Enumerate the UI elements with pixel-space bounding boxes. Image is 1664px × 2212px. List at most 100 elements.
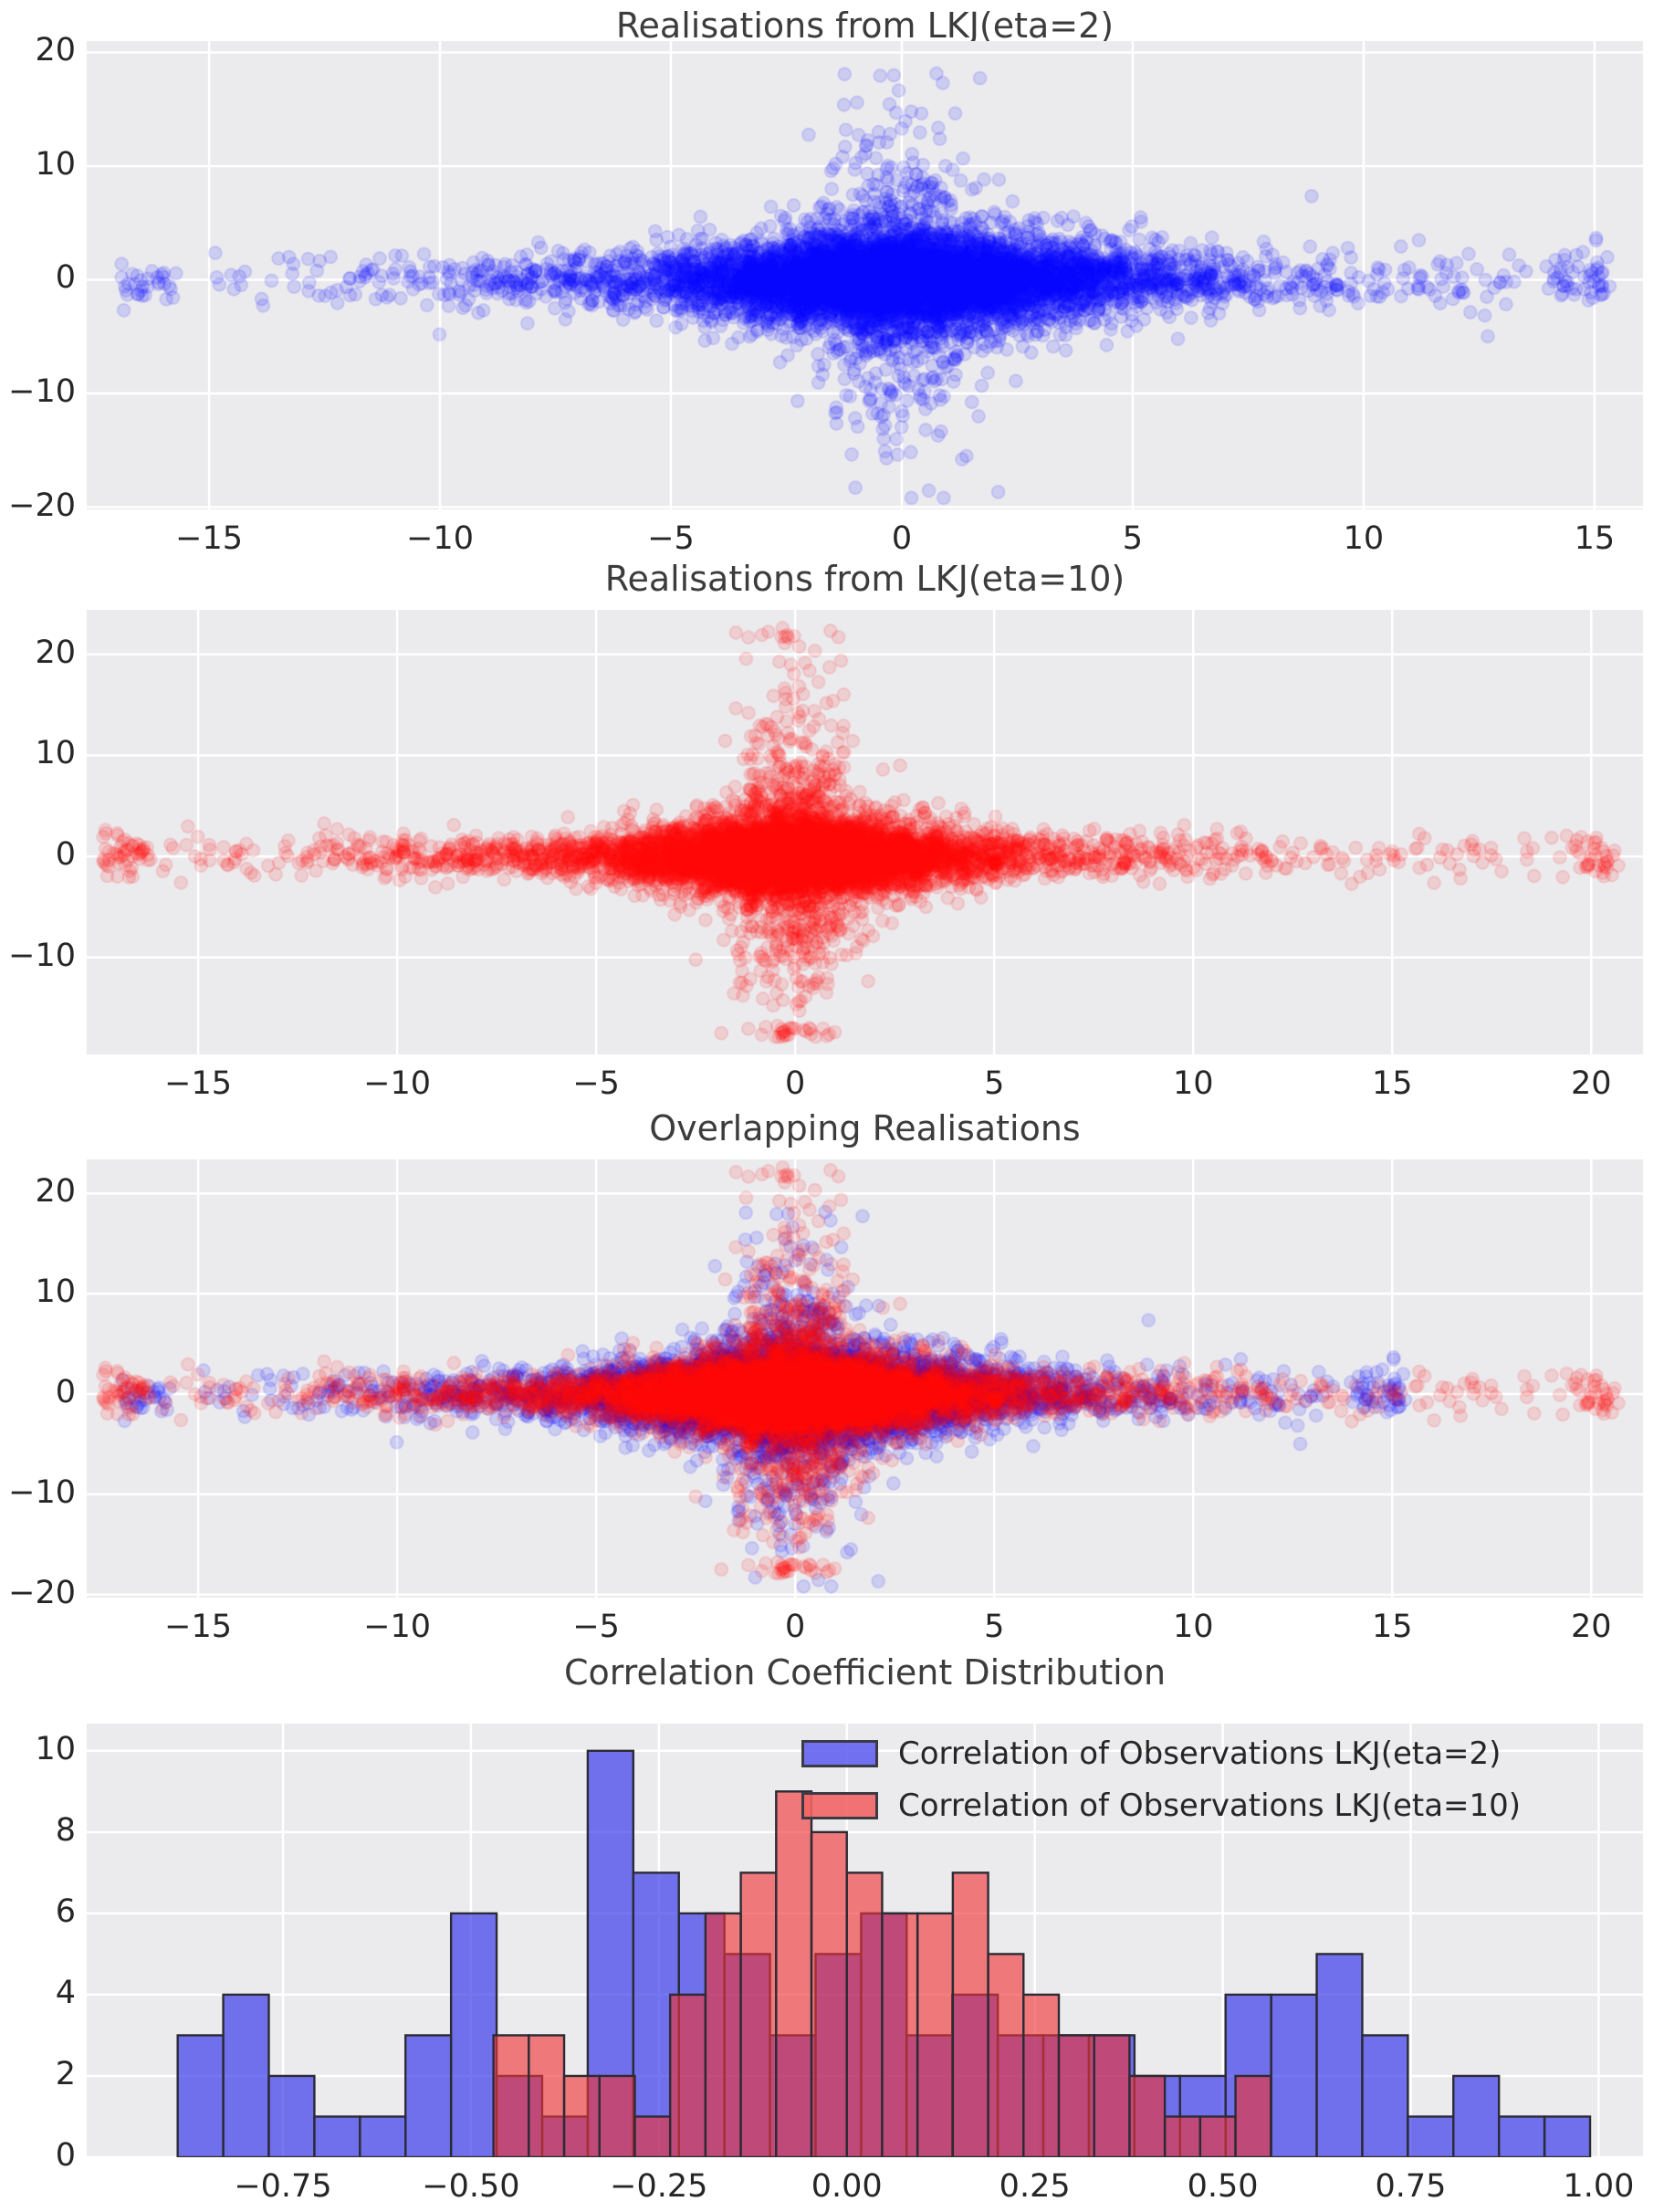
legend-label-eta2: Correlation of Observations LKJ(eta=2) <box>898 1735 1502 1772</box>
hist-bar-series1 <box>1407 2115 1455 2157</box>
legend: Correlation of Observations LKJ(eta=2) C… <box>801 1734 1521 1838</box>
hist-bar-series1 <box>404 2034 453 2157</box>
hist-bar-series2 <box>598 2074 636 2157</box>
y-tick-label: 8 <box>55 1811 76 1849</box>
hist-bar-series2 <box>916 1912 955 2157</box>
hist-bar-series2 <box>810 1830 848 2157</box>
x-tick-label: 0 <box>891 520 913 557</box>
x-tick-label: −15 <box>164 1609 233 1645</box>
x-tick-label: −0.75 <box>234 2168 332 2205</box>
x-tick-label: −10 <box>363 1065 432 1102</box>
scatter-canvas-3 <box>87 1159 1643 1598</box>
y-tick-label: 0 <box>55 259 76 297</box>
x-tick-label: 0.50 <box>1187 2168 1259 2205</box>
hist-bar-series2 <box>775 1790 813 2157</box>
x-tick-label: 10 <box>1172 1065 1214 1102</box>
y-tick-label: 0 <box>55 2137 76 2174</box>
y-tick-label: 20 <box>35 32 76 69</box>
x-tick-label: 10 <box>1343 520 1385 557</box>
y-tick-label: 10 <box>35 1274 76 1311</box>
hist-bar-series2 <box>951 1871 989 2157</box>
y-tick-label: 20 <box>35 1173 76 1211</box>
hist-bar-series2 <box>739 1871 778 2157</box>
y-tick-label: −10 <box>8 937 76 974</box>
hist-bar-series2 <box>704 1912 742 2157</box>
x-tick-label: 15 <box>1372 1065 1413 1102</box>
x-tick-label: −10 <box>406 520 474 557</box>
legend-swatch-eta10 <box>801 1792 878 1819</box>
hist-bar-series1 <box>267 2074 316 2157</box>
y-tick-label: −20 <box>8 1574 76 1611</box>
hist-bar-series1 <box>1315 1953 1364 2157</box>
x-tick-label: 5 <box>984 1609 1005 1645</box>
y-tick-label: 0 <box>55 1374 76 1411</box>
hist-bar-series2 <box>668 1993 707 2157</box>
hist-bar-series1 <box>449 1912 498 2157</box>
subplot3-title: Overlapping Realisations <box>649 1108 1081 1148</box>
hist-bar-series1 <box>1270 1993 1318 2157</box>
x-tick-label: 1.00 <box>1563 2168 1635 2205</box>
x-tick-label: −5 <box>572 1065 620 1102</box>
x-tick-label: 20 <box>1571 1609 1612 1645</box>
hist-bar-series2 <box>1057 2034 1095 2157</box>
hist-bar-series2 <box>633 2115 672 2157</box>
plot-area-3 <box>87 1159 1643 1598</box>
x-tick-label: −5 <box>647 520 695 557</box>
hist-bar-series1 <box>176 2034 225 2157</box>
x-tick-label: 0.00 <box>811 2168 883 2205</box>
legend-label-eta10: Correlation of Observations LKJ(eta=10) <box>898 1787 1522 1824</box>
legend-row-eta10: Correlation of Observations LKJ(eta=10) <box>801 1786 1521 1826</box>
hist-bar-series2 <box>492 2034 530 2157</box>
hist-bar-series1 <box>1361 2034 1409 2157</box>
x-tick-label: 5 <box>984 1065 1005 1102</box>
x-tick-label: −15 <box>175 520 243 557</box>
y-tick-label: 10 <box>35 1730 76 1767</box>
hist-bar-series2 <box>528 2034 566 2157</box>
subplot4-title: Correlation Coefficient Distribution <box>563 1652 1167 1693</box>
hist-bar-series2 <box>1234 2074 1272 2157</box>
x-tick-label: −5 <box>572 1609 620 1645</box>
y-tick-label: −10 <box>8 1473 76 1511</box>
legend-row-eta2: Correlation of Observations LKJ(eta=2) <box>801 1734 1521 1774</box>
histogram-svg <box>87 1724 1643 2157</box>
hist-bar-series2 <box>881 1912 919 2157</box>
x-tick-label: 0 <box>785 1065 806 1102</box>
plot-area-1 <box>87 41 1643 509</box>
x-tick-label: 15 <box>1372 1609 1413 1645</box>
y-tick-label: 4 <box>55 1974 76 2011</box>
scatter-canvas-2 <box>87 610 1643 1054</box>
x-tick-label: −10 <box>363 1609 432 1645</box>
x-tick-label: 5 <box>1122 520 1144 557</box>
x-tick-label: 15 <box>1574 520 1616 557</box>
y-tick-label: −10 <box>8 372 76 410</box>
x-tick-label: 0 <box>785 1609 806 1645</box>
subplot2-title: Realisations from LKJ(eta=10) <box>604 559 1125 599</box>
x-tick-label: 10 <box>1172 1609 1214 1645</box>
hist-bar-series1 <box>1452 2074 1501 2157</box>
hist-bar-series2 <box>1198 2115 1237 2157</box>
y-tick-label: −20 <box>8 487 76 524</box>
hist-bar-series2 <box>987 1953 1025 2157</box>
hist-bar-series1 <box>359 2115 407 2157</box>
y-tick-label: 0 <box>55 836 76 874</box>
x-tick-label: 0.75 <box>1375 2168 1447 2205</box>
x-tick-label: −15 <box>164 1065 233 1102</box>
scatter-canvas-1 <box>87 41 1643 509</box>
y-tick-label: 10 <box>35 145 76 183</box>
hist-bar-series1 <box>222 1993 270 2157</box>
hist-bar-series2 <box>1093 2034 1131 2157</box>
hist-bar-series2 <box>562 2074 601 2157</box>
hist-bar-series2 <box>845 1871 884 2157</box>
x-tick-label: −0.25 <box>610 2168 708 2205</box>
y-tick-label: 20 <box>35 634 76 671</box>
hist-bar-series2 <box>1128 2074 1167 2157</box>
legend-swatch-eta2 <box>801 1740 878 1767</box>
hist-bar-series1 <box>1543 2115 1592 2157</box>
hist-bar-series2 <box>1022 1993 1061 2157</box>
hist-bar-series2 <box>1163 2115 1202 2157</box>
plot-area-4 <box>87 1724 1643 2157</box>
x-tick-label: 0.25 <box>999 2168 1071 2205</box>
y-tick-label: 2 <box>55 2055 76 2092</box>
y-tick-label: 6 <box>55 1892 76 1930</box>
